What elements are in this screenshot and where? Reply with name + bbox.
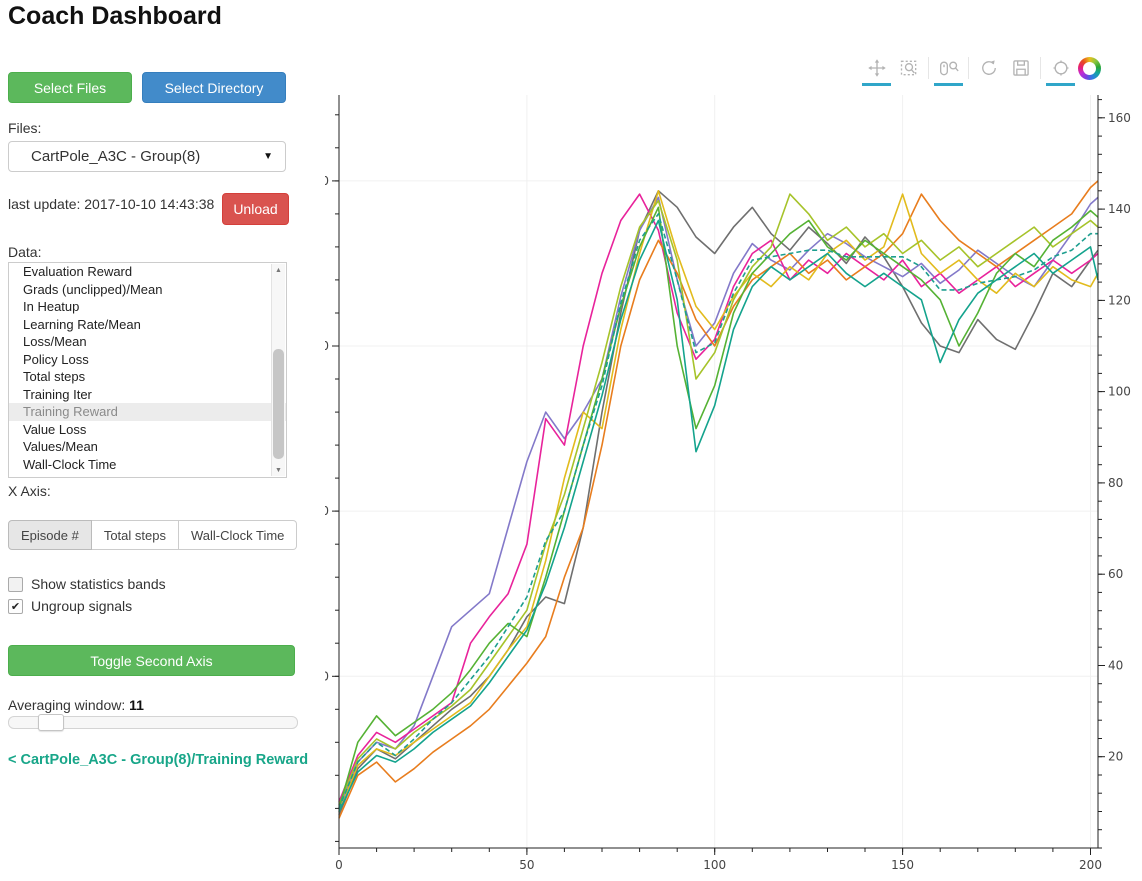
- unload-button[interactable]: Unload: [222, 193, 289, 225]
- page-title: Coach Dashboard: [8, 2, 222, 30]
- list-item[interactable]: Loss/Mean: [23, 334, 87, 349]
- svg-text:60: 60: [1108, 567, 1123, 581]
- list-item[interactable]: In Heatup: [23, 299, 80, 314]
- svg-text:100: 100: [325, 504, 329, 518]
- slider-handle[interactable]: [37, 714, 64, 731]
- data-label: Data:: [8, 244, 42, 260]
- reset-icon[interactable]: [974, 56, 1003, 86]
- svg-text:80: 80: [1108, 476, 1123, 490]
- list-item[interactable]: Training Reward: [9, 403, 286, 421]
- training-reward-chart[interactable]: 0 50 100 150 200 50 100 150 200 20 40 60 80 100 120 140…: [325, 55, 1142, 881]
- list-item[interactable]: Value Loss: [23, 421, 87, 437]
- svg-text:140: 140: [1108, 202, 1131, 216]
- x-axis-option-total-steps[interactable]: Total steps: [91, 520, 179, 550]
- list-item[interactable]: Total steps: [23, 369, 86, 384]
- x-axis-option-episode[interactable]: Episode #: [8, 520, 92, 550]
- svg-text:50: 50: [325, 669, 329, 683]
- show-statistics-bands-label: Show statistics bands: [31, 576, 166, 592]
- files-label: Files:: [8, 120, 42, 136]
- svg-text:100: 100: [1108, 385, 1131, 399]
- list-item[interactable]: Learning Rate/Mean: [23, 316, 141, 332]
- svg-text:120: 120: [1108, 293, 1131, 307]
- series-worker-6: [338, 206, 1099, 809]
- series-worker-7: [338, 219, 1099, 813]
- scrollbar-thumb[interactable]: [273, 349, 284, 459]
- select-directory-button[interactable]: Select Directory: [142, 72, 286, 103]
- svg-text:100: 100: [703, 858, 726, 872]
- files-select[interactable]: CartPole_A3C - Group(8) ▼: [8, 141, 286, 172]
- files-select-value: CartPole_A3C - Group(8): [31, 148, 201, 165]
- ungroup-signals-label: Ungroup signals: [31, 598, 133, 614]
- scroll-down-icon[interactable]: ▼: [275, 466, 282, 474]
- plot-toolbar: [862, 56, 1101, 90]
- averaging-window-value: 11: [129, 697, 144, 713]
- svg-text:160: 160: [1108, 111, 1131, 125]
- scroll-up-icon[interactable]: ▲: [275, 266, 282, 274]
- save-icon[interactable]: [1006, 56, 1035, 86]
- show-statistics-bands-checkbox[interactable]: [8, 576, 23, 592]
- list-item[interactable]: Policy Loss: [23, 351, 89, 367]
- hover-icon[interactable]: [1046, 56, 1075, 86]
- svg-text:150: 150: [325, 339, 329, 353]
- svg-text:50: 50: [519, 858, 534, 872]
- svg-text:20: 20: [1108, 750, 1123, 764]
- series-mean: [338, 213, 1098, 809]
- toolbar-separator: [928, 57, 929, 79]
- breadcrumb[interactable]: < CartPole_A3C - Group(8)/Training Rewar…: [8, 752, 309, 768]
- data-listbox[interactable]: Evaluation Reward Grads (unclipped)/Mean…: [8, 262, 287, 478]
- x-axis-segmented-control: Episode # Total steps Wall-Clock Time: [8, 520, 298, 550]
- last-update-text: last update: 2017-10-10 14:43:38: [8, 196, 215, 212]
- averaging-window-label: Averaging window: 11: [8, 697, 144, 713]
- wheel-zoom-icon[interactable]: [934, 56, 963, 86]
- svg-text:40: 40: [1108, 659, 1123, 673]
- x-axis-option-wall-clock[interactable]: Wall-Clock Time: [178, 520, 298, 550]
- ungroup-signals-checkbox[interactable]: [8, 598, 23, 614]
- toggle-second-axis-button[interactable]: Toggle Second Axis: [8, 645, 295, 676]
- svg-text:200: 200: [325, 174, 329, 188]
- list-item[interactable]: Wall-Clock Time: [23, 456, 117, 472]
- list-item[interactable]: Grads (unclipped)/Mean: [23, 281, 163, 297]
- list-item[interactable]: Values/Mean: [23, 439, 98, 454]
- x-axis-label: X Axis:: [8, 483, 51, 499]
- svg-text:200: 200: [1079, 858, 1102, 872]
- series-worker-1: [338, 196, 1099, 809]
- series-worker-0: [338, 190, 1099, 816]
- box-zoom-icon[interactable]: [894, 56, 923, 86]
- select-caret-icon: ▼: [263, 151, 273, 162]
- scrollbar[interactable]: ▲ ▼: [271, 264, 285, 476]
- list-item[interactable]: Evaluation Reward: [23, 264, 133, 279]
- averaging-window-slider[interactable]: [8, 714, 298, 731]
- list-item[interactable]: Training Iter: [23, 386, 92, 402]
- toolbar-separator: [968, 57, 969, 79]
- pan-icon[interactable]: [862, 56, 891, 86]
- series-worker-3: [338, 180, 1099, 819]
- toolbar-separator: [1040, 57, 1041, 79]
- svg-text:150: 150: [891, 858, 914, 872]
- select-files-button[interactable]: Select Files: [8, 72, 132, 103]
- bokeh-logo-icon[interactable]: [1078, 57, 1101, 80]
- series-worker-5: [338, 193, 1099, 806]
- svg-text:0: 0: [335, 858, 343, 872]
